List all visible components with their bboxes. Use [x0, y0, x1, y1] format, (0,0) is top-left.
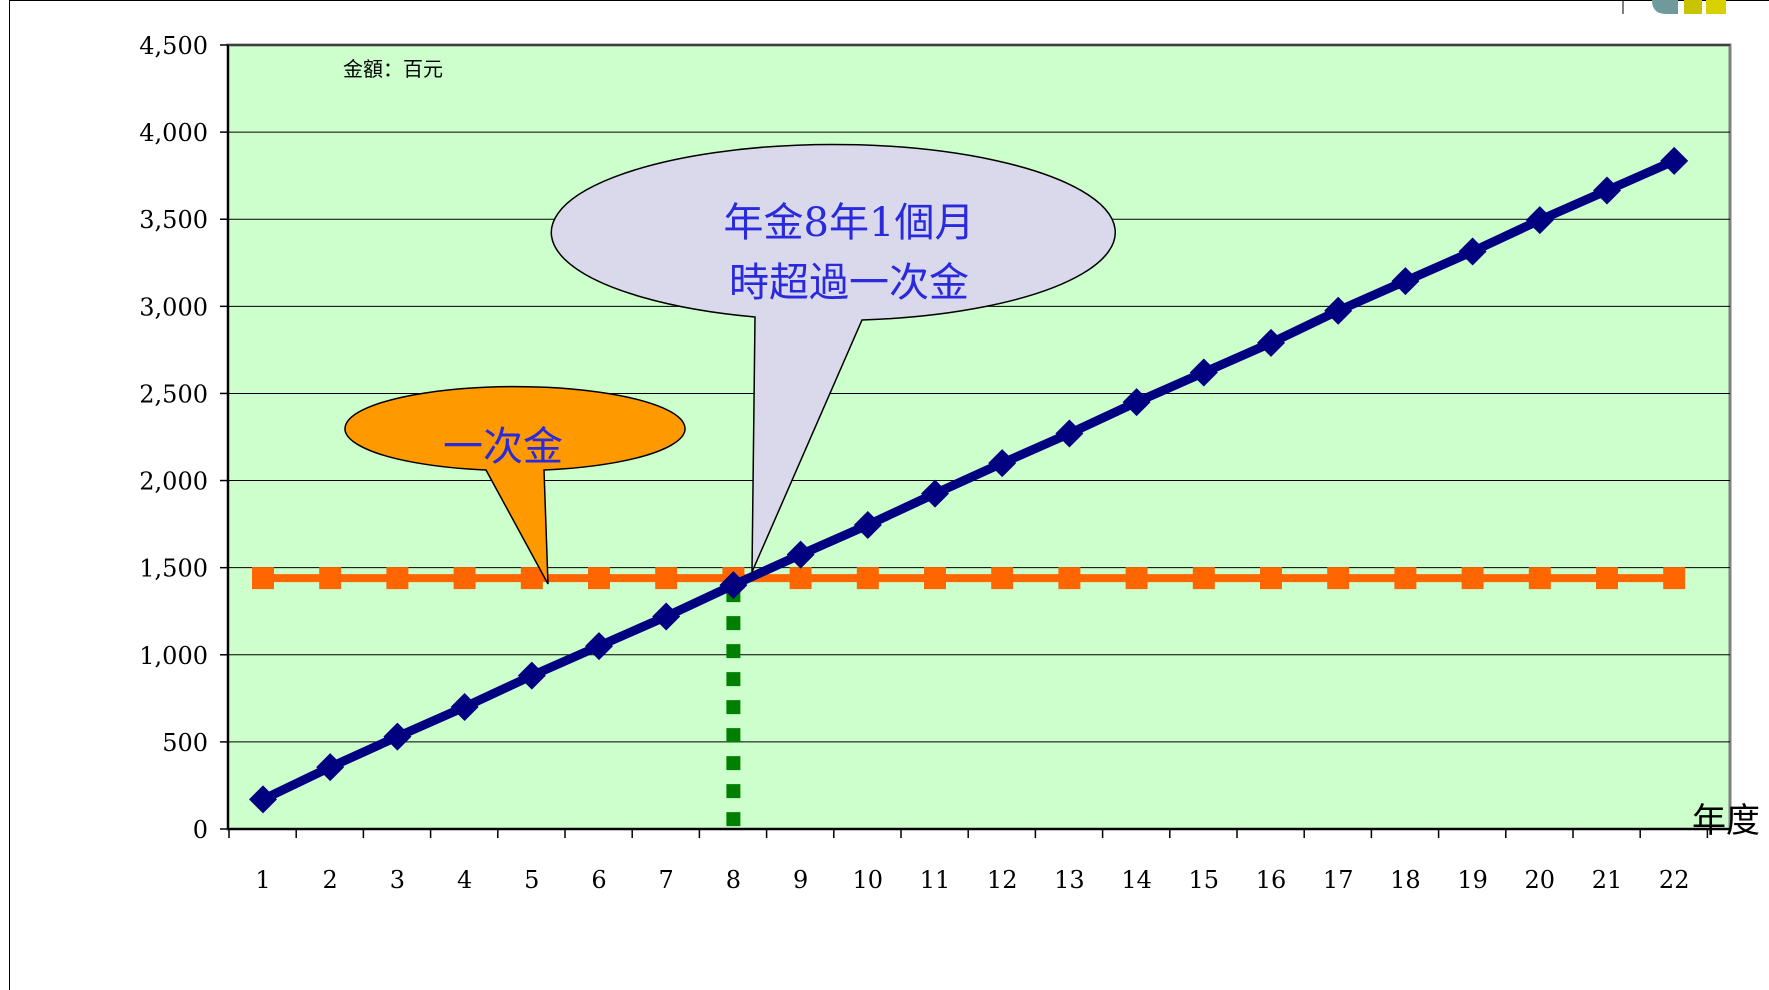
x-axis-title: 年度 [1692, 801, 1760, 841]
data-point-lump_sum [252, 567, 274, 590]
y-tick-label: 500 [162, 729, 208, 757]
data-point-annuity [1055, 419, 1084, 448]
data-point-lump_sum [856, 567, 879, 590]
x-tick-label: 11 [920, 866, 951, 894]
slide-frame [9, 0, 1769, 990]
y-tick-labels: 0 500 1,000 1,500 2,000 2,500 3,000 3,500 4,000 4… [139, 32, 208, 844]
x-tick-label: 5 [524, 866, 539, 894]
x-tick-label: 17 [1323, 866, 1354, 894]
x-tick-label: 1 [255, 866, 270, 894]
x-tick-labels: 1 2 3 4 5 6 7 8 9 10 11 12 13 14 15 16 17 18 19 20 21 22 [255, 866, 1689, 894]
data-point-annuity [988, 449, 1017, 478]
y-tick-label: 2,500 [139, 380, 208, 408]
data-point-lump_sum [386, 567, 409, 590]
callout-bubble [550, 143, 1116, 573]
x-tick-label: 10 [853, 866, 884, 894]
data-point-annuity [1593, 176, 1621, 205]
data-point-annuity [652, 602, 681, 631]
data-point-lump_sum [588, 567, 610, 590]
x-tick-label: 20 [1525, 866, 1556, 894]
data-point-annuity [1122, 388, 1151, 417]
y-tick-label: 0 [193, 816, 208, 844]
data-point-annuity [1257, 328, 1285, 357]
data-point-annuity [921, 479, 949, 508]
x-tick-label: 2 [323, 866, 338, 894]
data-point-annuity [786, 540, 815, 569]
data-point-annuity [1391, 267, 1420, 296]
data-point-lump_sum [789, 567, 812, 590]
x-tick-label: 9 [793, 866, 808, 894]
data-point-annuity [450, 693, 479, 722]
data-point-lump_sum [1125, 567, 1148, 590]
x-tick-label: 15 [1189, 866, 1220, 894]
y-tick-label: 1,000 [139, 642, 208, 670]
axes [227, 45, 1730, 838]
x-tick-label: 14 [1121, 866, 1152, 894]
x-tick-label: 16 [1256, 866, 1287, 894]
x-tick-label: 22 [1659, 866, 1690, 894]
corner-logo-icon [1622, 0, 1726, 14]
data-point-lump_sum [319, 567, 342, 590]
data-point-lump_sum [991, 567, 1014, 590]
data-point-lump_sum [1260, 567, 1282, 590]
data-point-annuity [719, 571, 748, 600]
data-point-lump_sum [1528, 567, 1551, 590]
data-point-lump_sum [924, 567, 946, 590]
y-tick-label: 1,500 [139, 555, 208, 583]
series-annuity [249, 146, 1689, 814]
y-tick-label: 2,000 [139, 468, 208, 496]
data-point-annuity [1660, 146, 1689, 175]
data-point-annuity [383, 722, 412, 751]
x-tick-label: 12 [987, 866, 1018, 894]
data-point-annuity [1525, 206, 1554, 235]
data-point-annuity [1189, 358, 1218, 387]
x-tick-label: 7 [659, 866, 674, 894]
x-tick-label: 3 [390, 866, 405, 894]
data-point-lump_sum [1058, 567, 1081, 590]
data-point-annuity [1458, 237, 1487, 266]
y-tick-label: 4,000 [139, 119, 208, 147]
callout-bubble [344, 385, 686, 585]
x-tick-label: 6 [591, 866, 606, 894]
x-tick-label: 18 [1390, 866, 1421, 894]
x-tick-label: 8 [726, 866, 741, 894]
series [249, 146, 1689, 814]
data-point-annuity [853, 510, 882, 539]
x-tick-label: 13 [1054, 866, 1085, 894]
data-point-lump_sum [453, 567, 476, 590]
data-point-annuity [1324, 296, 1353, 325]
y-tick-label: 3,000 [139, 293, 208, 321]
x-tick-label: 21 [1592, 866, 1623, 894]
data-point-lump_sum [1663, 567, 1686, 590]
callout-text-line: 年金8年1個月 [724, 200, 975, 246]
data-point-lump_sum [1394, 567, 1417, 590]
callout-text: 一次金 [443, 424, 563, 470]
callout-lump-sum: 一次金 [344, 385, 686, 585]
data-point-annuity [585, 632, 613, 661]
data-point-annuity [316, 753, 345, 782]
unit-label: 金額：百元 [343, 57, 443, 81]
data-point-lump_sum [520, 567, 543, 590]
series-line-annuity [261, 156, 1677, 804]
data-point-annuity [249, 785, 277, 814]
y-tick-label: 4,500 [139, 32, 208, 60]
data-point-lump_sum [1596, 567, 1618, 590]
data-point-lump_sum [1327, 567, 1350, 590]
y-tick-label: 3,500 [139, 206, 208, 234]
data-point-annuity [517, 661, 546, 690]
x-tick-label: 19 [1457, 866, 1488, 894]
x-tick-label: 4 [457, 866, 472, 894]
data-point-lump_sum [1192, 567, 1215, 590]
callout-text-line: 時超過一次金 [729, 260, 969, 306]
data-point-lump_sum [655, 567, 678, 590]
data-point-lump_sum [1461, 567, 1484, 590]
